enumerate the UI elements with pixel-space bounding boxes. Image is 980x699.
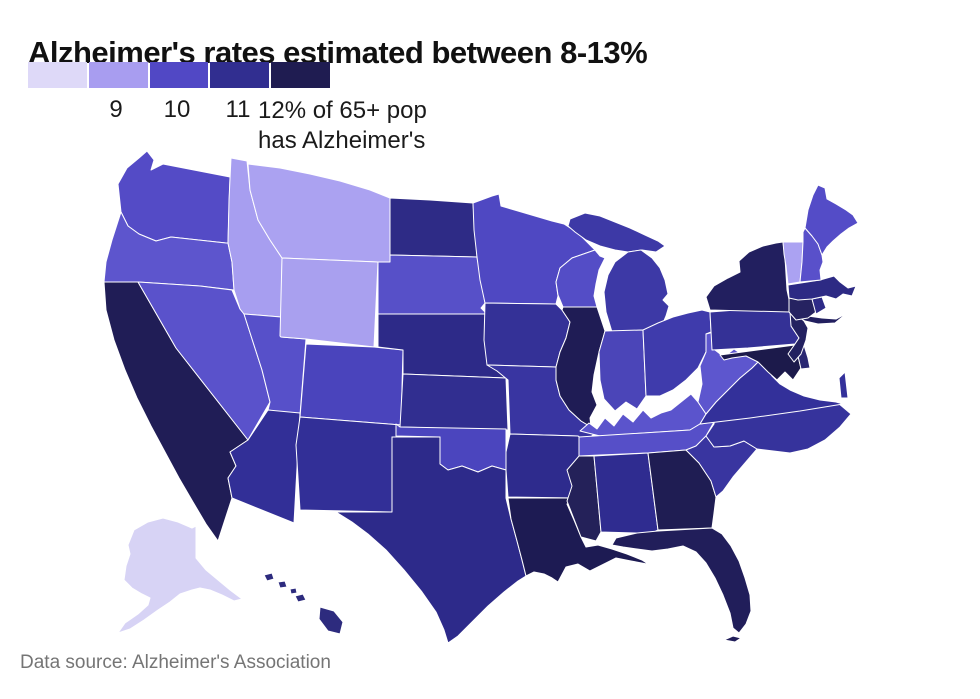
state-hawaii-maui[interactable] (294, 593, 307, 603)
state-florida-keys[interactable] (723, 635, 742, 643)
legend-tick-10: 10 (163, 96, 191, 123)
state-washington[interactable] (117, 150, 231, 244)
state-pennsylvania[interactable] (709, 305, 800, 351)
state-shapes (103, 150, 859, 644)
state-massachusetts[interactable] (787, 275, 857, 301)
state-new-mexico[interactable] (295, 416, 402, 513)
state-hawaii-molokai[interactable] (289, 587, 298, 595)
state-indiana[interactable] (598, 329, 647, 412)
state-michigan-upper-peninsula[interactable] (567, 212, 666, 253)
state-colorado[interactable] (299, 343, 404, 426)
state-hawaii-oahu[interactable] (277, 580, 288, 589)
legend-swatch-row (28, 62, 330, 88)
legend-swatch-2 (88, 62, 148, 88)
state-wyoming[interactable] (279, 257, 379, 348)
state-michigan[interactable] (603, 249, 670, 333)
state-new-york[interactable] (705, 241, 848, 325)
legend-swatch-5 (271, 62, 330, 88)
state-alaska[interactable] (117, 517, 243, 634)
state-virginia-eastern-shore[interactable] (838, 371, 849, 399)
legend-swatch-4 (210, 62, 270, 88)
state-north-dakota[interactable] (389, 197, 478, 258)
legend-max-label-line1: 12% of 65+ pop (258, 97, 427, 124)
state-florida[interactable] (611, 527, 752, 634)
state-maine[interactable] (804, 184, 859, 256)
state-iowa[interactable] (483, 302, 571, 368)
legend-max-label-line2: has Alzheimer's (258, 127, 426, 154)
legend-tick-9: 9 (109, 96, 123, 123)
state-south-dakota[interactable] (377, 254, 488, 315)
state-hawaii-kauai[interactable] (263, 572, 275, 582)
legend-swatch-3 (149, 62, 209, 88)
state-louisiana[interactable] (507, 497, 658, 583)
legend-tick-11: 11 (225, 96, 251, 123)
state-kansas[interactable] (399, 373, 509, 431)
legend-max-label: 12% of 65+ pop has Alzheimer's (258, 96, 478, 156)
color-legend: 9 10 11 12% of 65+ pop has Alzheimer's (28, 62, 448, 154)
legend-swatch-1 (28, 62, 87, 88)
state-texas[interactable] (335, 436, 527, 644)
state-hawaii-big-island[interactable] (318, 606, 344, 635)
data-source-note: Data source: Alzheimer's Association (20, 652, 331, 673)
